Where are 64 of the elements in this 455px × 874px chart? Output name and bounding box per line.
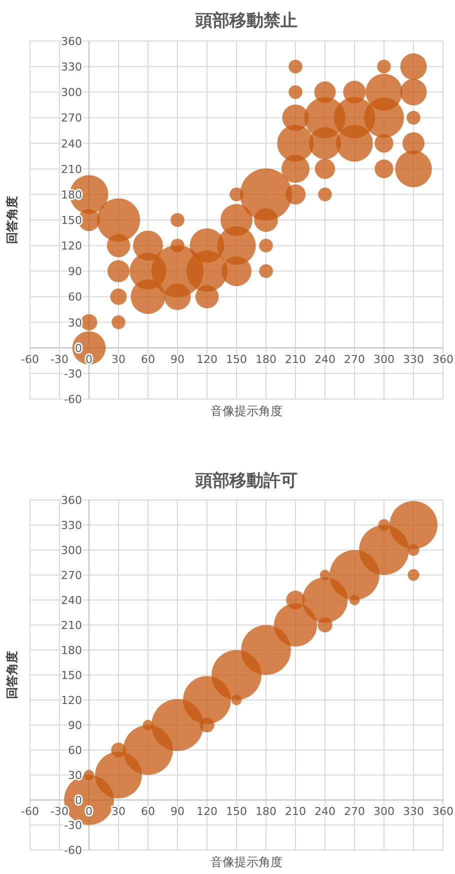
x-tick-label: 240: [314, 352, 336, 366]
y-tick-label: 300: [61, 544, 82, 557]
y-tick-label: 330: [61, 519, 82, 532]
x-tick-label: 210: [285, 352, 306, 366]
x-tick-label: 180: [256, 352, 276, 366]
x-tick-label: 270: [344, 352, 365, 366]
y-tick-label: 330: [61, 60, 82, 74]
y-tick-label: 30: [68, 769, 82, 782]
y-tick-label: 180: [61, 644, 82, 657]
y-tick-label: 270: [61, 569, 82, 582]
y-tick-label: 60: [68, 744, 82, 757]
x-tick-label: 300: [374, 805, 394, 818]
x-tick-label: 90: [170, 352, 184, 366]
x-tick-label: 270: [344, 805, 365, 818]
y-tick-label: -30: [64, 819, 82, 832]
x-tick-label: 330: [403, 805, 424, 818]
y-tick-label: 210: [61, 619, 82, 632]
y-tick-label: 240: [61, 594, 82, 607]
x-tick-label: 90: [170, 805, 184, 818]
y-tick-label: 60: [68, 290, 82, 304]
x-tick-label: 0: [86, 352, 92, 366]
y-tick-label: 90: [68, 719, 82, 732]
chart-title: 頭部移動許可: [194, 471, 298, 491]
y-tick-label: -60: [64, 844, 82, 857]
x-tick-label: 120: [196, 352, 218, 366]
y-tick-label: 150: [61, 669, 82, 682]
x-tick-label: 150: [226, 805, 247, 818]
chart-title: 頭部移動禁止: [194, 11, 298, 31]
y-tick-label: 360: [61, 35, 82, 48]
x-tick-label: 360: [432, 352, 454, 366]
x-tick-label: 210: [285, 805, 306, 818]
y-tick-label: 270: [61, 112, 82, 125]
x-tick-label: 60: [141, 805, 155, 818]
y-tick-label: 90: [68, 265, 82, 278]
y-tick-label: 360: [61, 494, 82, 507]
y-tick-label: 30: [68, 316, 82, 330]
x-tick-label: 30: [112, 352, 126, 366]
y-tick-label: 0: [75, 794, 82, 807]
x-tick-label: 300: [374, 352, 394, 366]
y-tick-label: 210: [61, 162, 82, 176]
y-tick-label: 120: [61, 240, 82, 253]
y-axis-title: 回答角度: [5, 196, 19, 244]
y-tick-label: 120: [61, 694, 82, 707]
y-tick-label: 240: [61, 137, 82, 150]
x-tick-label: 120: [196, 805, 218, 818]
x-tick-label: 60: [141, 352, 155, 366]
y-tick-label: -60: [64, 393, 82, 406]
y-axis-title: 回答角度: [5, 651, 19, 699]
y-tick-label: 300: [61, 86, 82, 100]
x-tick-label: -60: [21, 352, 39, 366]
x-tick-label: 360: [432, 805, 454, 818]
x-tick-label: 240: [314, 805, 336, 818]
x-tick-label: 0: [86, 805, 92, 818]
x-tick-label: -60: [21, 805, 39, 818]
x-tick-label: 330: [403, 352, 424, 366]
x-tick-label: -30: [50, 805, 68, 818]
x-tick-label: 180: [256, 805, 276, 818]
x-tick-label: 30: [112, 805, 126, 818]
x-tick-label: -30: [50, 352, 68, 366]
y-tick-label: -30: [64, 367, 82, 380]
x-axis-title: 音像提示角度: [210, 855, 282, 869]
y-tick-label: 0: [75, 342, 82, 355]
x-tick-label: 150: [226, 352, 247, 366]
x-axis-title: 音像提示角度: [210, 404, 282, 418]
